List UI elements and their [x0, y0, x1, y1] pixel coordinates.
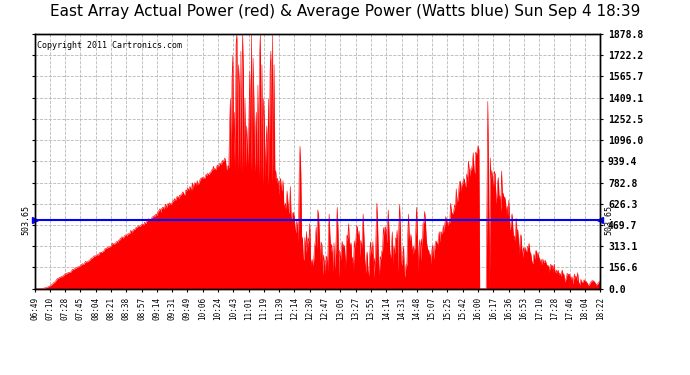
Text: East Array Actual Power (red) & Average Power (Watts blue) Sun Sep 4 18:39: East Array Actual Power (red) & Average …	[50, 4, 640, 19]
Text: Copyright 2011 Cartronics.com: Copyright 2011 Cartronics.com	[37, 41, 182, 50]
Text: 503.65: 503.65	[21, 206, 30, 236]
Text: 503.65: 503.65	[605, 206, 614, 236]
